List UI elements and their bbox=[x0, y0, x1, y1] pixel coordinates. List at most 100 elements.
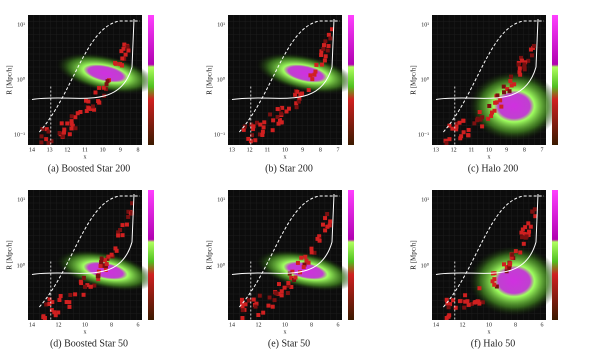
density-cell bbox=[88, 284, 93, 289]
y-axis-label: R [Mpc/h] bbox=[410, 65, 418, 94]
y-axis-label: R [Mpc/h] bbox=[6, 240, 14, 269]
density-cell bbox=[275, 114, 280, 119]
density-cell bbox=[67, 304, 72, 309]
colorbar bbox=[348, 190, 354, 320]
density-cell bbox=[241, 127, 246, 132]
density-cell bbox=[279, 289, 284, 294]
density-cell bbox=[81, 292, 86, 297]
density-cell bbox=[44, 127, 49, 132]
density-cell bbox=[114, 248, 119, 253]
density-cell bbox=[69, 126, 74, 131]
density-cell bbox=[498, 98, 503, 103]
density-cell bbox=[477, 301, 482, 306]
x-tick-label: 10 bbox=[100, 147, 106, 153]
density-cell bbox=[103, 267, 108, 272]
density-cell bbox=[258, 122, 263, 127]
x-tick-label: 10 bbox=[486, 147, 492, 153]
density-cell bbox=[312, 72, 317, 77]
y-tick-label: 10¹ bbox=[17, 197, 25, 203]
density-blob bbox=[469, 71, 560, 141]
colorbar bbox=[552, 15, 558, 145]
density-cell bbox=[260, 129, 265, 134]
density-cell bbox=[84, 98, 89, 103]
density-cell bbox=[46, 141, 51, 145]
density-cell bbox=[65, 121, 70, 126]
density-cell bbox=[296, 99, 301, 104]
density-cell bbox=[69, 119, 74, 124]
density-cell bbox=[319, 49, 324, 54]
density-cell bbox=[310, 77, 315, 82]
density-cell bbox=[522, 62, 527, 67]
density-cell bbox=[86, 106, 91, 111]
density-cell bbox=[300, 91, 305, 96]
density-cell bbox=[294, 105, 299, 110]
density-cell bbox=[39, 140, 44, 145]
density-cell bbox=[289, 275, 294, 280]
density-cell bbox=[294, 101, 299, 106]
density-cell bbox=[477, 286, 482, 291]
density-cell bbox=[120, 233, 125, 238]
x-tick-label: 12 bbox=[247, 147, 253, 153]
density-cell bbox=[276, 282, 281, 287]
density-cell bbox=[447, 313, 452, 318]
density-cell bbox=[447, 137, 452, 142]
density-cell bbox=[86, 99, 91, 104]
density-cell bbox=[457, 120, 462, 125]
density-cell bbox=[289, 284, 294, 289]
density-cell bbox=[466, 127, 471, 132]
density-cell bbox=[315, 236, 320, 241]
density-cell bbox=[109, 252, 114, 257]
density-cell bbox=[509, 83, 514, 88]
density-cell bbox=[520, 235, 525, 240]
density-cell bbox=[520, 58, 525, 63]
density-cell bbox=[504, 265, 509, 270]
density-cell bbox=[522, 67, 527, 72]
density-cell bbox=[253, 138, 258, 143]
x-tick-label: 7 bbox=[337, 147, 340, 153]
x-tick-label: 14 bbox=[29, 147, 35, 153]
density-cell bbox=[486, 116, 491, 121]
y-axis-label: R [Mpc/h] bbox=[410, 240, 418, 269]
density-cell bbox=[330, 27, 335, 32]
density-cell bbox=[44, 302, 49, 307]
density-cell bbox=[521, 241, 526, 246]
x-tick-label: 9 bbox=[301, 147, 304, 153]
density-cell bbox=[526, 221, 531, 226]
panel: R [Mpc/h] 10¹ 10⁰ 14 12 10 8 6 x (e) Star 50 bbox=[206, 190, 355, 349]
density-cell bbox=[510, 252, 515, 257]
y-tick-label: 10⁰ bbox=[421, 76, 430, 83]
density-cell bbox=[463, 293, 468, 298]
density-cell bbox=[53, 313, 58, 318]
density-cell bbox=[101, 85, 106, 90]
colorbar bbox=[148, 190, 154, 320]
density-cell bbox=[451, 298, 456, 303]
x-tick-label: 6 bbox=[541, 322, 544, 328]
density-cell bbox=[64, 300, 69, 305]
density-cell bbox=[105, 256, 110, 261]
density-cell bbox=[461, 118, 466, 123]
density-cell bbox=[490, 279, 495, 284]
density-cell bbox=[325, 211, 330, 216]
density-cell bbox=[249, 122, 254, 127]
x-tick-label: 14 bbox=[29, 322, 35, 328]
density-cell bbox=[122, 42, 127, 47]
density-cell bbox=[260, 132, 265, 137]
density-cell bbox=[450, 126, 455, 131]
density-cell bbox=[69, 114, 74, 119]
density-cell bbox=[454, 127, 459, 132]
density-cell bbox=[518, 55, 523, 60]
density-cell bbox=[495, 93, 500, 98]
density-cell bbox=[119, 63, 124, 68]
density-cell bbox=[478, 117, 483, 122]
density-cell bbox=[266, 303, 271, 308]
density-cell bbox=[93, 90, 98, 95]
panel: R [Mpc/h] 10¹ 10⁰ 10⁻¹ 13 12 11 10 9 8 7 x (c) Halo … bbox=[410, 15, 560, 174]
density-cell bbox=[101, 263, 106, 268]
density-cell bbox=[46, 129, 51, 134]
y-tick-label: 10⁻¹ bbox=[214, 132, 225, 138]
density-cell bbox=[447, 123, 452, 128]
x-tick-label: 10 bbox=[486, 322, 492, 328]
density-cell bbox=[290, 269, 295, 274]
density-cell bbox=[292, 278, 297, 283]
density-cell bbox=[251, 297, 256, 302]
